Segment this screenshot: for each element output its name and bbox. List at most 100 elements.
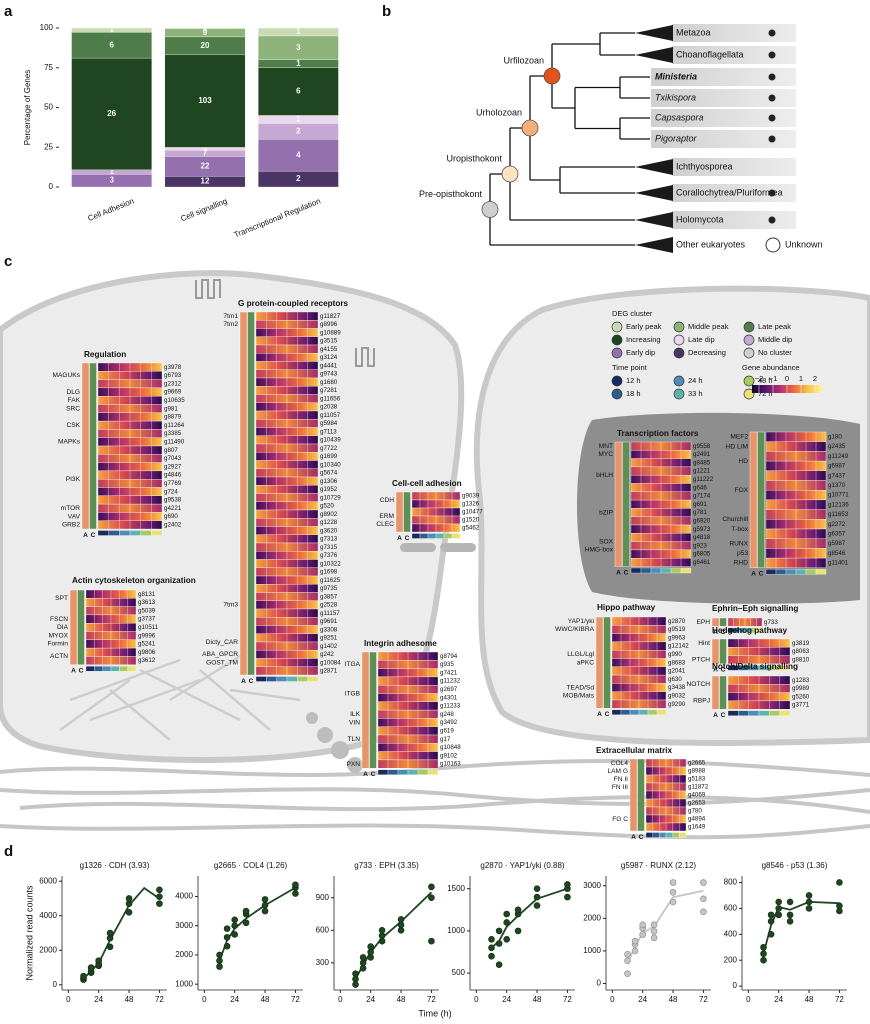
family-label: PXN <box>346 761 360 768</box>
x-tick-label: 0 <box>746 995 751 1004</box>
bar-count: 9 <box>203 28 208 37</box>
clade-box <box>651 68 796 86</box>
time-strip <box>815 569 827 575</box>
legend-title: Gene abundance <box>742 363 800 372</box>
point <box>352 981 359 988</box>
point <box>503 936 510 943</box>
gene-label: g242 <box>320 651 334 658</box>
annotation-strip <box>719 638 727 665</box>
y-tick-label: 0 <box>597 979 602 988</box>
gene-label: g691 <box>693 501 707 508</box>
gene-label: g9290 <box>668 701 686 708</box>
point <box>631 947 639 955</box>
bar-count: 1 <box>109 25 114 34</box>
gene-label: g7174 <box>693 493 711 500</box>
ancestor-label: Urholozoan <box>476 107 522 117</box>
x-tick-label: 72 <box>427 995 436 1004</box>
color-tick-label: 2 <box>813 374 817 383</box>
gene-label: g8988 <box>688 768 706 775</box>
annotation-strip <box>711 638 720 665</box>
gene-label: g3124 <box>320 354 338 361</box>
gene-label: g3978 <box>164 364 182 371</box>
ancestor-label: Urfilozoan <box>503 55 544 65</box>
chart-title: g1326 · CDH (3.93) <box>80 861 150 870</box>
legend-swatch <box>743 334 755 346</box>
y-tick-label: 500 <box>452 968 466 977</box>
actin <box>59 648 301 741</box>
point <box>359 954 367 961</box>
gene-label: g9032 <box>668 692 686 699</box>
gene-label: g11625 <box>320 577 341 584</box>
point <box>261 901 269 909</box>
family-label: ACTN <box>50 653 68 660</box>
y-tick-label: 2000 <box>39 945 57 954</box>
annotation-strip <box>629 758 638 832</box>
gene-label: g2697 <box>440 686 458 693</box>
family-label: bHLH <box>596 472 613 479</box>
point <box>156 886 163 894</box>
adhesion-complex <box>306 712 363 773</box>
clade-box <box>651 89 796 107</box>
clade-label: Choanoflagellata <box>676 49 744 59</box>
x-tick-label: 48 <box>533 995 542 1004</box>
gene-label: g781 <box>693 509 707 516</box>
gene-label: g6987 <box>828 463 846 470</box>
gene-label: g1370 <box>828 482 846 489</box>
bar-count: 6 <box>109 40 114 49</box>
gene-label: g11490 <box>164 438 185 445</box>
chart-title: g2870 · YAP1/yki (0.88) <box>480 861 565 870</box>
clade-label: Other eukaryotes <box>676 239 746 249</box>
point <box>495 927 503 935</box>
legend-label: Unknown <box>785 239 823 249</box>
family-label: ERM <box>379 513 394 520</box>
time-strip <box>775 569 787 575</box>
x-tick-label: 24 <box>230 995 239 1004</box>
blob <box>347 757 363 773</box>
clade-label: Metazoa <box>676 27 711 37</box>
legend-label: Late dip <box>688 335 715 344</box>
x-tick-label: 0 <box>202 995 207 1004</box>
time-strip <box>647 709 658 715</box>
gene-label: g9538 <box>164 497 182 504</box>
point <box>760 950 767 958</box>
x-tick-label: 48 <box>669 995 678 1004</box>
y-tick-label: 3000 <box>175 921 193 930</box>
legend-swatch <box>611 347 623 359</box>
point <box>397 916 405 923</box>
legend-label: No cluster <box>758 348 792 357</box>
annotation-label: C <box>605 711 610 718</box>
organism-icon <box>768 189 776 197</box>
y-tick-label: 3000 <box>583 881 601 890</box>
gene-label: g9251 <box>320 635 338 642</box>
point <box>495 961 503 968</box>
point <box>624 957 631 964</box>
legend-title: Time point <box>612 363 648 372</box>
time-strip <box>297 676 308 682</box>
gene-label: g2927 <box>164 463 182 470</box>
point <box>786 918 794 925</box>
gene-label: g5183 <box>688 776 706 783</box>
bar-segment <box>258 139 339 172</box>
point <box>261 907 269 915</box>
x-tick-label: 48 <box>261 995 270 1004</box>
time-strip <box>629 709 640 715</box>
family-label: Churchill <box>722 516 748 523</box>
annotation-strip <box>403 491 411 533</box>
time-strip <box>417 769 429 775</box>
gene-label: g1306 <box>320 478 338 485</box>
color-tick-label: 0 <box>785 374 789 383</box>
gene-label: g5039 <box>138 607 156 614</box>
block-title: Ephrin–Eph signalling <box>712 604 798 613</box>
point <box>514 927 522 935</box>
clade-label: Ichthyosporea <box>676 161 733 171</box>
y-tick-label: 0 <box>53 980 58 989</box>
x-tick-label: 72 <box>563 995 572 1004</box>
annotation-label: A <box>751 571 756 578</box>
annotation-strip <box>603 616 611 709</box>
y-tick-label: 6000 <box>39 876 57 885</box>
clade-label: Corallochytrea/Pluriformea <box>676 187 783 197</box>
point <box>564 881 571 888</box>
point <box>242 919 250 927</box>
gene-label: g1402 <box>320 643 338 650</box>
